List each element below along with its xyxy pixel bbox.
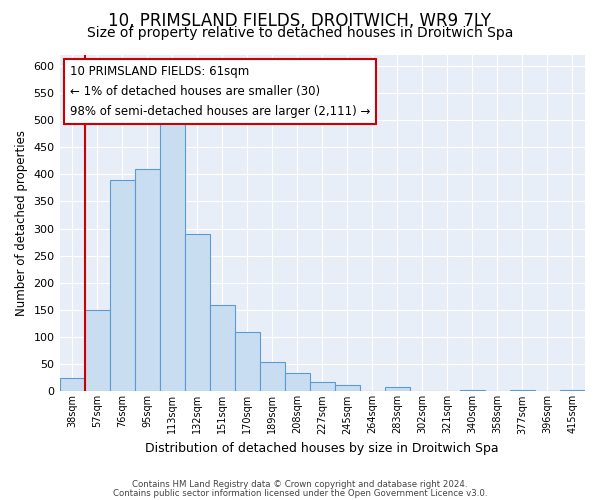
Bar <box>134 169 160 392</box>
Bar <box>110 180 134 392</box>
Text: Size of property relative to detached houses in Droitwich Spa: Size of property relative to detached ho… <box>87 26 513 40</box>
Bar <box>335 385 360 392</box>
Bar <box>260 362 285 392</box>
Text: 10 PRIMSLAND FIELDS: 61sqm
← 1% of detached houses are smaller (30)
98% of semi-: 10 PRIMSLAND FIELDS: 61sqm ← 1% of detac… <box>70 65 370 118</box>
Bar <box>285 374 310 392</box>
Bar <box>160 120 185 392</box>
Bar <box>235 332 260 392</box>
Text: Contains public sector information licensed under the Open Government Licence v3: Contains public sector information licen… <box>113 488 487 498</box>
Bar <box>385 387 410 392</box>
Text: 10, PRIMSLAND FIELDS, DROITWICH, WR9 7LY: 10, PRIMSLAND FIELDS, DROITWICH, WR9 7LY <box>109 12 491 30</box>
Bar <box>560 390 585 392</box>
Bar <box>460 390 485 392</box>
Bar <box>185 234 209 392</box>
X-axis label: Distribution of detached houses by size in Droitwich Spa: Distribution of detached houses by size … <box>145 442 499 455</box>
Bar <box>510 390 535 392</box>
Bar <box>310 382 335 392</box>
Y-axis label: Number of detached properties: Number of detached properties <box>15 130 28 316</box>
Text: Contains HM Land Registry data © Crown copyright and database right 2024.: Contains HM Land Registry data © Crown c… <box>132 480 468 489</box>
Bar <box>85 310 110 392</box>
Bar <box>209 304 235 392</box>
Bar <box>59 378 85 392</box>
